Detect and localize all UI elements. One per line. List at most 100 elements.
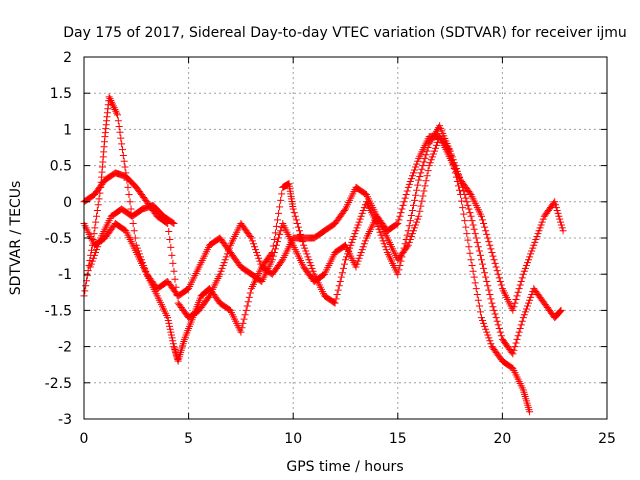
data-point-marker — [529, 244, 537, 252]
data-point-marker — [476, 251, 484, 259]
data-point-marker — [479, 317, 487, 325]
data-point-marker — [509, 306, 517, 314]
y-tick-label: 2 — [63, 50, 72, 66]
data-point-marker — [464, 236, 472, 244]
data-point-marker — [497, 281, 505, 289]
data-point-marker — [303, 250, 311, 258]
data-point-marker — [412, 163, 420, 171]
data-point-marker — [246, 233, 254, 241]
data-point-marker — [407, 175, 415, 183]
data-point-marker — [492, 263, 500, 271]
data-point-marker — [557, 218, 565, 226]
data-point-marker — [481, 223, 489, 231]
data-point-marker — [402, 191, 410, 199]
y-tick-label: 1 — [63, 122, 72, 138]
data-point-marker — [355, 218, 363, 226]
data-point-marker — [274, 238, 282, 246]
data-point-marker — [237, 328, 245, 336]
data-point-marker — [423, 147, 431, 155]
data-point-marker — [269, 252, 277, 260]
data-point-marker — [483, 277, 491, 285]
data-point-marker — [268, 256, 276, 264]
data-point-marker — [302, 247, 310, 255]
data-point-marker — [422, 151, 430, 159]
data-point-marker — [477, 256, 485, 264]
data-point-marker — [167, 243, 175, 251]
data-point-marker — [517, 321, 525, 329]
data-point-marker — [494, 270, 502, 278]
data-point-marker — [113, 109, 121, 117]
data-point-marker — [246, 289, 254, 297]
data-point-marker — [332, 295, 340, 303]
data-point-marker — [526, 408, 534, 416]
data-point-marker — [479, 260, 487, 268]
data-point-marker — [521, 308, 529, 316]
data-point-marker — [518, 274, 526, 282]
data-layer — [80, 93, 567, 416]
series-satellite-track-C — [80, 133, 567, 322]
data-point-marker — [168, 251, 176, 259]
data-point-marker — [479, 216, 487, 224]
data-point-marker — [406, 217, 414, 225]
data-point-marker — [538, 218, 546, 226]
data-point-marker — [107, 96, 115, 104]
data-point-marker — [352, 263, 360, 271]
data-point-marker — [414, 215, 422, 223]
x-tick-label: 10 — [284, 431, 302, 447]
data-point-marker — [556, 215, 564, 223]
data-point-marker — [557, 306, 565, 314]
data-point-marker — [239, 319, 247, 327]
data-point-marker — [482, 325, 490, 333]
series-satellite-track-B — [80, 133, 565, 358]
data-point-marker — [409, 201, 417, 209]
data-point-marker — [469, 267, 477, 275]
data-point-marker — [129, 220, 137, 228]
data-point-marker — [488, 248, 496, 256]
data-point-marker — [165, 319, 173, 327]
data-point-marker — [418, 165, 426, 173]
data-point-marker — [356, 251, 364, 259]
y-tick-label: 0.5 — [50, 159, 72, 175]
data-point-marker — [461, 217, 469, 225]
data-point-marker — [272, 222, 280, 230]
data-point-marker — [168, 334, 176, 342]
data-point-marker — [81, 287, 89, 295]
data-point-marker — [468, 262, 476, 270]
data-point-marker — [461, 191, 469, 199]
data-point-marker — [395, 216, 403, 224]
data-point-marker — [470, 225, 478, 233]
data-point-marker — [424, 167, 432, 175]
data-point-marker — [490, 256, 498, 264]
data-point-marker — [422, 177, 430, 185]
data-point-marker — [483, 328, 491, 336]
data-point-marker — [510, 303, 518, 311]
data-point-marker — [336, 277, 344, 285]
data-point-marker — [423, 172, 431, 180]
data-point-marker — [509, 350, 517, 358]
data-point-marker — [408, 206, 416, 214]
data-point-marker — [408, 172, 416, 180]
data-point-marker — [527, 250, 535, 258]
data-point-marker — [357, 212, 365, 220]
data-point-marker — [515, 328, 523, 336]
data-point-marker — [308, 264, 316, 272]
y-tick-label: -3 — [58, 412, 72, 428]
data-point-marker — [434, 125, 442, 133]
data-point-marker — [520, 311, 528, 319]
data-point-marker — [426, 159, 434, 167]
data-point-marker — [522, 262, 530, 270]
data-point-marker — [407, 233, 415, 241]
data-point-marker — [354, 257, 362, 265]
data-point-marker — [481, 269, 489, 277]
data-point-marker — [359, 206, 367, 214]
data-point-marker — [114, 117, 122, 125]
data-point-marker — [131, 234, 139, 242]
data-point-marker — [343, 253, 351, 261]
data-point-marker — [93, 206, 101, 214]
data-point-marker — [554, 209, 562, 217]
data-point-marker — [416, 172, 424, 180]
y-tick-label: 0 — [63, 195, 72, 211]
data-point-marker — [294, 223, 302, 231]
data-point-marker — [409, 169, 417, 177]
data-point-marker — [277, 227, 285, 235]
